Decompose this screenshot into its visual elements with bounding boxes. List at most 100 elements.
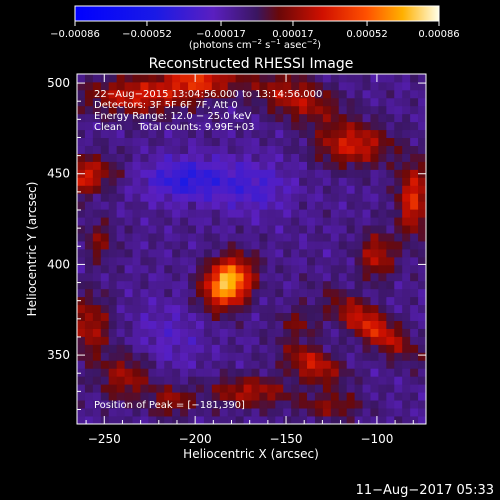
heatmap-cell [219,312,229,321]
heatmap-cell [188,408,197,417]
heatmap-cell [267,376,276,385]
heatmap-cell [370,328,379,337]
heatmap-cell [227,153,237,162]
heatmap-cell [410,241,419,250]
heatmap-cell [188,320,197,329]
heatmap-cell [116,400,125,409]
x-tick-label: −150 [270,432,303,446]
heatmap-cell [235,392,244,401]
heatmap-cell [378,121,387,131]
heatmap-cell [84,272,94,282]
heatmap-cell [124,193,133,202]
heatmap-cell [132,368,141,377]
heatmap-cell [108,312,118,321]
heatmap-cell [84,352,94,361]
heatmap-cell [235,256,244,266]
heatmap-cell [124,368,133,377]
heatmap-cell [330,153,340,162]
heatmap-cell [418,129,426,139]
heatmap-cell [203,113,213,123]
heatmap-cell [203,97,213,107]
heatmap-cell [394,408,403,417]
heatmap-cell [251,416,260,424]
heatmap-cell [108,121,118,131]
heatmap-cell [219,81,229,91]
heatmap-cell [370,344,379,353]
heatmap-cell [156,336,165,345]
heatmap-cell [354,352,363,361]
heatmap-cell [203,328,213,337]
heatmap-cell [100,177,110,186]
heatmap-cell [370,137,379,146]
heatmap-cell [116,360,125,369]
heatmap-cell [338,137,348,146]
heatmap-cell [124,201,133,210]
heatmap-cell [283,352,292,361]
heatmap-cell [84,137,94,146]
heatmap-cell [188,368,197,377]
heatmap-cell [124,264,133,274]
heatmap-cell [410,233,419,242]
heatmap-cell [394,288,403,298]
heatmap-cell [275,344,284,353]
heatmap-cell [203,320,213,329]
heatmap-cell [195,312,205,321]
heatmap-cell [77,201,86,210]
heatmap-cell [394,400,403,409]
heatmap-cell [410,344,419,353]
heatmap-cell [418,153,426,162]
heatmap-cell [235,113,244,123]
heatmap-cell [267,408,276,417]
heatmap-cell [275,376,284,385]
heatmap-cell [418,209,426,218]
heatmap-cell [203,105,213,115]
heatmap-cell [322,368,332,377]
heatmap-cell [108,217,118,226]
heatmap-cell [116,97,125,107]
heatmap-cell [77,113,86,123]
heatmap-cell [259,193,268,202]
heatmap-cell [378,113,387,123]
heatmap-cell [132,89,141,99]
heatmap-cell [227,161,237,170]
heatmap-cell [330,97,340,107]
heatmap-cell [172,225,181,234]
heatmap-cell [108,113,118,123]
heatmap-cell [243,312,252,321]
heatmap-cell [330,392,340,401]
heatmap-cell [203,400,213,409]
heatmap-cell [172,352,181,361]
heatmap-cell [195,328,205,337]
heatmap-cell [243,185,252,194]
heatmap-cell [394,360,403,369]
heatmap-cell [195,352,205,361]
heatmap-cell [140,105,149,115]
heatmap-cell [299,97,308,107]
heatmap-cell [338,177,348,186]
heatmap-cell [283,193,292,202]
heatmap-cell [156,256,165,266]
heatmap-cell [140,129,149,139]
heatmap-cell [108,288,118,298]
heatmap-cell [251,249,260,258]
heatmap-cell [116,129,125,139]
heatmap-cell [346,256,356,266]
heatmap-cell [322,81,332,91]
heatmap-cell [251,312,260,321]
heatmap-cell [180,105,189,115]
heatmap-cell [370,145,379,154]
heatmap-cell [227,89,237,99]
heatmap-cell [172,249,181,258]
heatmap-cell [338,161,348,170]
heatmap-cell [251,137,260,146]
heatmap-cell [243,280,252,290]
heatmap-cell [299,352,308,361]
heatmap-cell [211,97,221,107]
heatmap-cell [410,249,419,258]
heatmap-cell [251,209,260,218]
heatmap-cell [410,177,419,186]
heatmap-cell [188,193,197,202]
heatmap-cell [148,416,157,424]
heatmap-cell [370,264,379,274]
heatmap-cell [108,225,118,234]
